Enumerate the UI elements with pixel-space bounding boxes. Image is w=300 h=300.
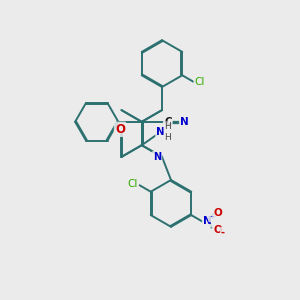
Text: O: O <box>213 208 222 218</box>
Text: +: + <box>209 212 216 221</box>
Text: O: O <box>213 225 222 235</box>
Text: N: N <box>156 127 165 137</box>
Text: H: H <box>164 122 171 131</box>
Text: Cl: Cl <box>127 179 137 189</box>
Text: Cl: Cl <box>195 76 205 87</box>
Text: O: O <box>115 123 125 136</box>
Text: N: N <box>180 117 189 127</box>
Text: N: N <box>203 216 212 226</box>
Text: -: - <box>221 228 225 238</box>
Text: H: H <box>164 133 171 142</box>
Text: C: C <box>164 117 172 127</box>
Text: N: N <box>153 152 161 162</box>
